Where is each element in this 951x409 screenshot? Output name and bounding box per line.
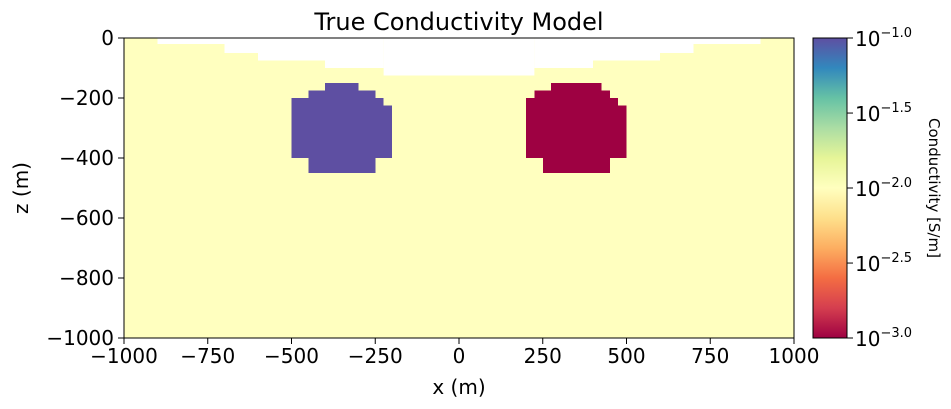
colorbar-tick-label: 10−1.5 — [855, 101, 912, 126]
anomaly-cell — [308, 90, 376, 98]
anomaly-cell — [291, 98, 384, 106]
x-tick-label: 0 — [453, 344, 466, 368]
plot-background — [124, 38, 794, 338]
air-cell — [325, 38, 384, 68]
air-cell — [383, 38, 535, 76]
chart-title: True Conductivity Model — [313, 8, 603, 36]
anomaly-cell — [325, 83, 359, 91]
y-axis: 0 −200 −400 −600 −800 −1000 — [46, 26, 124, 350]
colorbar-strip — [812, 37, 848, 339]
y-tick-label: 0 — [101, 26, 114, 50]
air-cell — [693, 38, 761, 44]
x-tick-label: −1000 — [90, 344, 158, 368]
air-cell — [660, 38, 694, 53]
colorbar-tick-label: 10−2.0 — [855, 176, 912, 201]
air-cell — [258, 38, 325, 61]
plot-area — [124, 38, 794, 338]
colorbar-tick-label: 10−2.5 — [855, 251, 912, 276]
x-tick-label: −750 — [180, 344, 235, 368]
air-cell — [157, 38, 225, 44]
anomaly-cell — [542, 158, 610, 173]
colorbar-label: Conductivity [S/m] — [925, 118, 943, 258]
air-layer — [157, 38, 761, 76]
air-cell — [224, 38, 258, 53]
anomaly-cell — [526, 105, 627, 158]
colorbar-tick-label: 10−1.0 — [855, 26, 912, 51]
y-tick-label: −800 — [59, 266, 114, 290]
air-cell — [593, 38, 660, 61]
anomaly-cell — [291, 105, 392, 158]
anomaly-cell — [551, 83, 602, 91]
x-tick-label: 250 — [524, 344, 562, 368]
y-tick-label: −1000 — [46, 326, 114, 350]
air-cell — [534, 38, 593, 68]
colorbar-tick-label: 10−3.0 — [855, 326, 912, 351]
y-tick-label: −600 — [59, 206, 114, 230]
x-tick-label: 500 — [607, 344, 645, 368]
x-axis-label: x (m) — [432, 375, 485, 399]
colorbar: 10−3.0 10−2.5 10−2.0 10−1.5 10−1.0 Conductiv… — [812, 26, 943, 351]
anomaly-cell — [308, 158, 376, 173]
resistive-anomaly — [526, 83, 627, 173]
x-tick-label: 750 — [691, 344, 729, 368]
y-axis-label: z (m) — [9, 162, 33, 214]
conductive-anomaly — [291, 83, 392, 173]
x-tick-label: −250 — [348, 344, 403, 368]
anomaly-cell — [526, 98, 619, 106]
x-tick-label: 1000 — [769, 344, 820, 368]
x-tick-label: −500 — [264, 344, 319, 368]
x-axis: −1000 −750 −500 −250 0 250 500 750 1000 — [90, 338, 819, 368]
anomaly-layer — [291, 83, 627, 173]
y-tick-label: −200 — [59, 86, 114, 110]
colorbar-ticks: 10−3.0 10−2.5 10−2.0 10−1.5 10−1.0 — [847, 26, 912, 351]
y-tick-label: −400 — [59, 146, 114, 170]
anomaly-cell — [534, 90, 610, 98]
